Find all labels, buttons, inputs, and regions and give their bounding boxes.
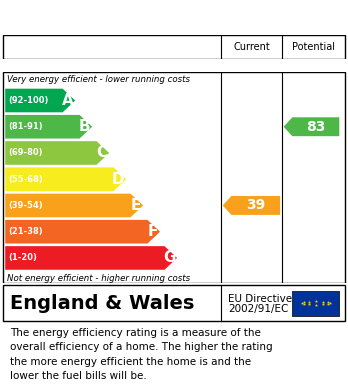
Text: E: E: [131, 198, 141, 213]
Polygon shape: [5, 220, 160, 244]
Polygon shape: [284, 117, 339, 136]
Polygon shape: [223, 196, 280, 215]
Text: C: C: [96, 145, 108, 160]
Text: Current: Current: [233, 42, 270, 52]
Text: B: B: [79, 119, 90, 134]
Text: (81-91): (81-91): [9, 122, 43, 131]
Text: (21-38): (21-38): [9, 227, 43, 236]
Polygon shape: [5, 194, 143, 217]
Polygon shape: [5, 246, 177, 270]
Polygon shape: [5, 89, 75, 112]
Text: Very energy efficient - lower running costs: Very energy efficient - lower running co…: [7, 75, 190, 84]
Text: Not energy efficient - higher running costs: Not energy efficient - higher running co…: [7, 274, 190, 283]
Text: 39: 39: [246, 199, 266, 212]
Text: England & Wales: England & Wales: [10, 294, 195, 312]
Text: (92-100): (92-100): [9, 96, 49, 105]
Text: 2002/91/EC: 2002/91/EC: [228, 304, 288, 314]
Text: F: F: [148, 224, 158, 239]
Polygon shape: [5, 167, 126, 191]
Text: (39-54): (39-54): [9, 201, 43, 210]
Text: D: D: [112, 172, 124, 187]
Polygon shape: [5, 141, 109, 165]
Text: 83: 83: [306, 120, 325, 134]
Bar: [292, 291, 339, 316]
Text: (69-80): (69-80): [9, 149, 43, 158]
Text: (1-20): (1-20): [9, 253, 38, 262]
Text: EU Directive: EU Directive: [228, 294, 292, 304]
Text: The energy efficiency rating is a measure of the
overall efficiency of a home. T: The energy efficiency rating is a measur…: [10, 328, 273, 381]
Text: G: G: [163, 251, 175, 265]
Text: Potential: Potential: [292, 42, 335, 52]
Text: (55-68): (55-68): [9, 175, 44, 184]
Text: Energy Efficiency Rating: Energy Efficiency Rating: [10, 9, 239, 27]
Polygon shape: [5, 115, 92, 138]
Text: A: A: [62, 93, 73, 108]
